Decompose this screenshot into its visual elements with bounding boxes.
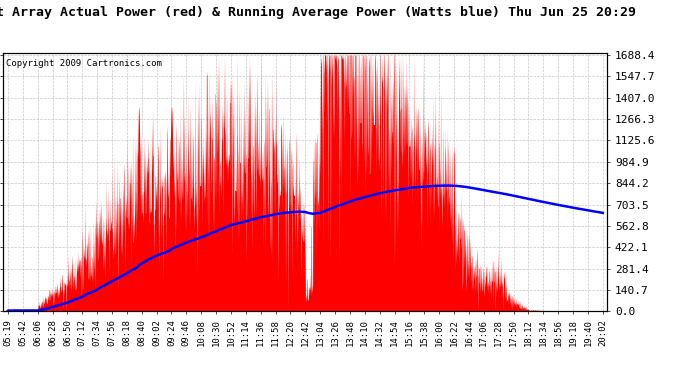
Text: West Array Actual Power (red) & Running Average Power (Watts blue) Thu Jun 25 20: West Array Actual Power (red) & Running … xyxy=(0,6,635,19)
Text: Copyright 2009 Cartronics.com: Copyright 2009 Cartronics.com xyxy=(6,59,162,68)
